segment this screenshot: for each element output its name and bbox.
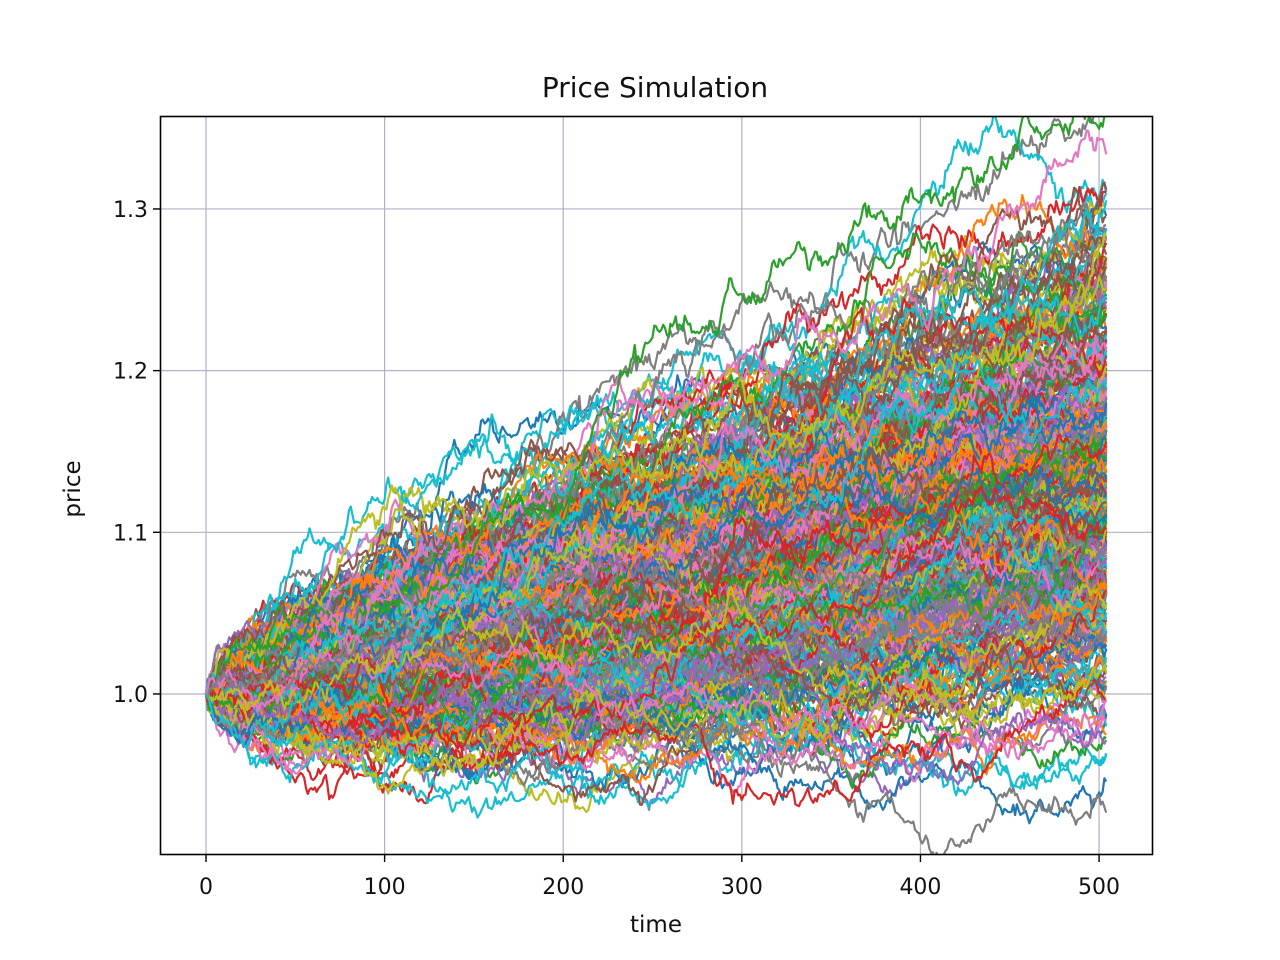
ticks: 0 100 200 300 400 500 1.0 1.1 1.2 1.3 xyxy=(113,198,1120,900)
x-tick-label: 300 xyxy=(721,875,763,900)
x-axis-label: time xyxy=(630,912,682,938)
series-line xyxy=(206,537,1108,720)
series-lines xyxy=(204,117,1108,854)
series-line xyxy=(204,250,1108,701)
series-line xyxy=(205,583,1108,777)
y-tick-label: 1.0 xyxy=(113,683,148,708)
series-line xyxy=(204,385,1108,702)
series-line xyxy=(205,521,1108,728)
y-tick-label: 1.3 xyxy=(113,198,148,223)
x-tick-label: 0 xyxy=(199,875,213,900)
y-tick-label: 1.1 xyxy=(113,521,148,546)
series-line xyxy=(204,200,1108,695)
chart-title: Price Simulation xyxy=(542,71,768,104)
series-line xyxy=(205,384,1108,721)
series-line xyxy=(204,501,1107,752)
x-tick-label: 200 xyxy=(542,875,584,900)
plot-frame xyxy=(159,115,1154,856)
x-tick-label: 400 xyxy=(899,875,941,900)
series-line xyxy=(205,322,1107,696)
x-tick-label: 500 xyxy=(1078,875,1120,900)
series-line xyxy=(204,232,1108,695)
series-line xyxy=(205,465,1108,744)
series-line xyxy=(205,671,1108,808)
series-line xyxy=(205,586,1108,727)
y-axis-label: price xyxy=(60,460,86,517)
series-line xyxy=(205,584,1108,741)
y-tick-label: 1.2 xyxy=(113,360,148,385)
series-line xyxy=(205,474,1108,709)
series-line xyxy=(205,117,1106,695)
series-line xyxy=(204,645,1108,786)
x-tick-label: 100 xyxy=(364,875,406,900)
series-line xyxy=(205,542,1107,733)
series-line xyxy=(205,358,1108,748)
series-line xyxy=(205,422,1108,697)
